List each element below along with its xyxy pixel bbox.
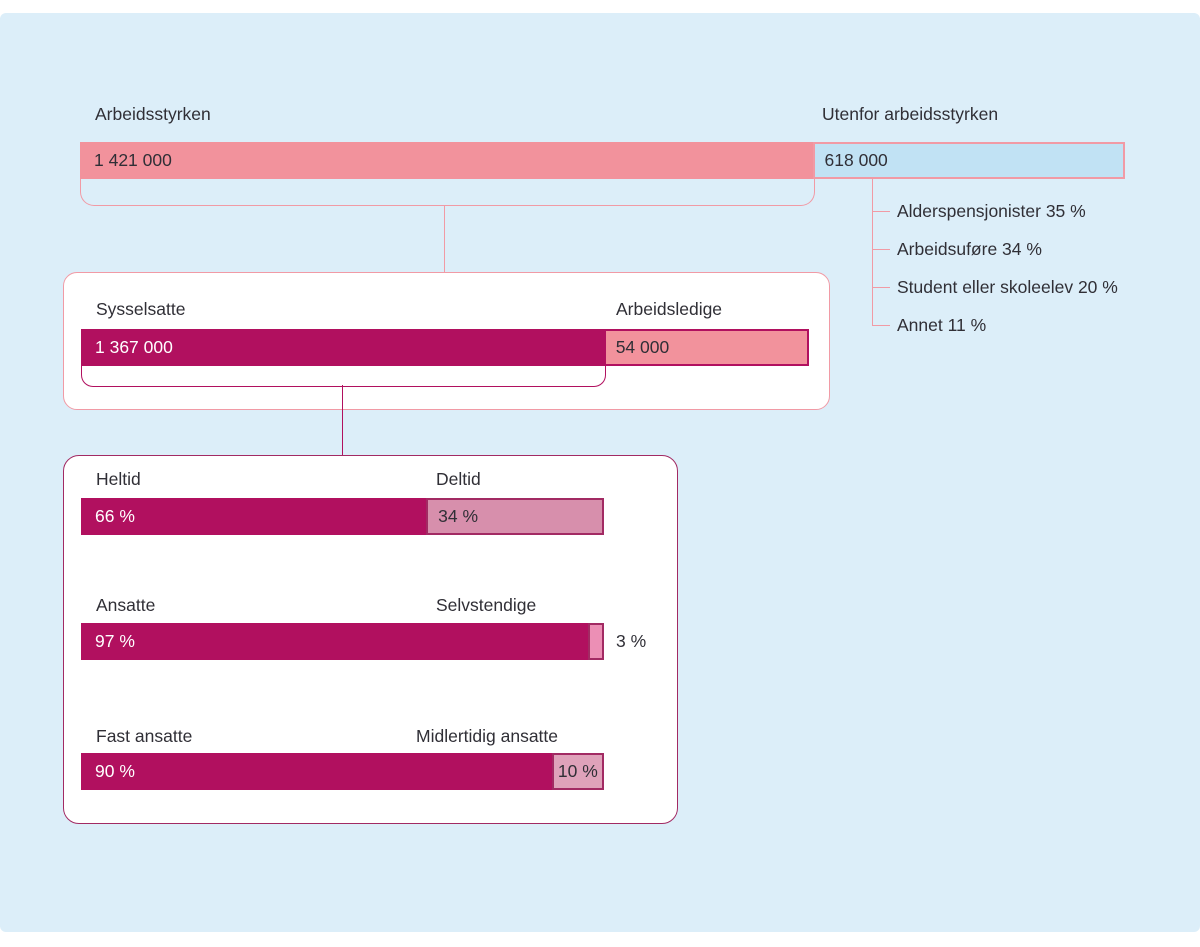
midlertidig-ansatte-label: Midlertidig ansatte <box>416 726 559 746</box>
ansatte-segment: 97 % <box>81 623 589 660</box>
outside-breakdown-trunk <box>872 179 873 326</box>
outside-labor-force-segment: 618 000 <box>812 142 1125 179</box>
employed-value: 1 367 000 <box>95 337 173 357</box>
employment-box: Sysselsatte Arbeidsledige 1 367 000 54 0… <box>63 272 830 410</box>
deltid-value: 34 % <box>438 506 479 526</box>
selvstendige-label: Selvstendige <box>436 595 537 615</box>
callout-alderspensjonister: Alderspensjonister 35 % <box>897 201 1086 221</box>
callout-annet: Annet 11 % <box>897 315 987 335</box>
ansatte-selvstendige-bar: 97 % <box>81 623 604 660</box>
midlertidig-ansatte-segment: 10 % <box>551 753 604 790</box>
callout-student: Student eller skoleelev 20 % <box>897 277 1118 297</box>
labor-force-label: Arbeidsstyrken <box>95 104 211 124</box>
deltid-segment: 34 % <box>426 498 604 535</box>
midlertidig-ansatte-value: 10 % <box>557 761 598 781</box>
labor-force-segment: 1 421 000 <box>80 142 813 179</box>
deltid-label: Deltid <box>436 469 481 489</box>
outside-breakdown-tick <box>872 325 890 326</box>
fast-ansatte-label: Fast ansatte <box>96 726 193 746</box>
outside-breakdown-tick <box>872 211 890 212</box>
unemployed-value: 54 000 <box>615 337 670 357</box>
ansatte-value: 97 % <box>95 631 135 651</box>
employed-segment: 1 367 000 <box>81 329 604 366</box>
population-bar: 1 421 000 618 000 <box>80 142 1125 179</box>
employment-bar: 1 367 000 54 000 <box>81 329 809 366</box>
outside-labor-force-value: 618 000 <box>824 150 888 170</box>
heltid-deltid-bar: 66 % 34 % <box>81 498 604 535</box>
unemployed-segment: 54 000 <box>603 329 809 366</box>
heltid-segment: 66 % <box>81 498 427 535</box>
callout-arbeidsufore: Arbeidsuføre 34 % <box>897 239 1042 259</box>
heltid-value: 66 % <box>95 506 135 526</box>
heltid-label: Heltid <box>96 469 141 489</box>
connector-employed-to-details <box>342 385 343 455</box>
outside-breakdown-tick <box>872 249 890 250</box>
fast-ansatte-value: 90 % <box>95 761 135 781</box>
selvstendige-segment <box>588 623 604 660</box>
ansatte-label: Ansatte <box>96 595 156 615</box>
employed-label: Sysselsatte <box>96 299 186 319</box>
selvstendige-value: 3 % <box>616 631 647 651</box>
connector-labor-force-to-employment <box>444 205 445 272</box>
fast-ansatte-segment: 90 % <box>81 753 552 790</box>
employed-bracket <box>81 366 606 387</box>
fast-midlertidig-bar: 90 % 10 % <box>81 753 604 790</box>
outside-labor-force-label: Utenfor arbeidsstyrken <box>822 104 999 124</box>
labor-force-value: 1 421 000 <box>94 150 172 170</box>
unemployed-label: Arbeidsledige <box>616 299 723 319</box>
labor-force-bracket <box>80 179 815 206</box>
outside-breakdown-tick <box>872 287 890 288</box>
employed-details-box: Heltid Deltid 66 % 34 % Ansatte Selvsten… <box>63 455 678 824</box>
